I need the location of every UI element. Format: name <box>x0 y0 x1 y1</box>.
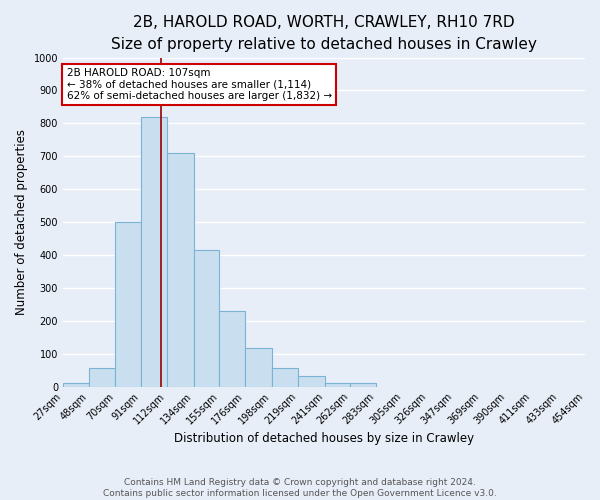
Y-axis label: Number of detached properties: Number of detached properties <box>15 129 28 315</box>
Bar <box>141 117 167 386</box>
Bar <box>350 384 376 386</box>
Bar <box>115 222 141 386</box>
Bar <box>325 384 350 386</box>
Bar <box>298 376 325 386</box>
Text: Contains HM Land Registry data © Crown copyright and database right 2024.
Contai: Contains HM Land Registry data © Crown c… <box>103 478 497 498</box>
X-axis label: Distribution of detached houses by size in Crawley: Distribution of detached houses by size … <box>174 432 474 445</box>
Bar <box>167 153 194 386</box>
Bar <box>63 384 89 386</box>
Bar <box>89 368 115 386</box>
Bar <box>272 368 298 386</box>
Bar <box>220 311 245 386</box>
Bar <box>194 250 220 386</box>
Bar <box>245 348 272 387</box>
Title: 2B, HAROLD ROAD, WORTH, CRAWLEY, RH10 7RD
Size of property relative to detached : 2B, HAROLD ROAD, WORTH, CRAWLEY, RH10 7R… <box>111 15 537 52</box>
Text: 2B HAROLD ROAD: 107sqm
← 38% of detached houses are smaller (1,114)
62% of semi-: 2B HAROLD ROAD: 107sqm ← 38% of detached… <box>67 68 332 102</box>
